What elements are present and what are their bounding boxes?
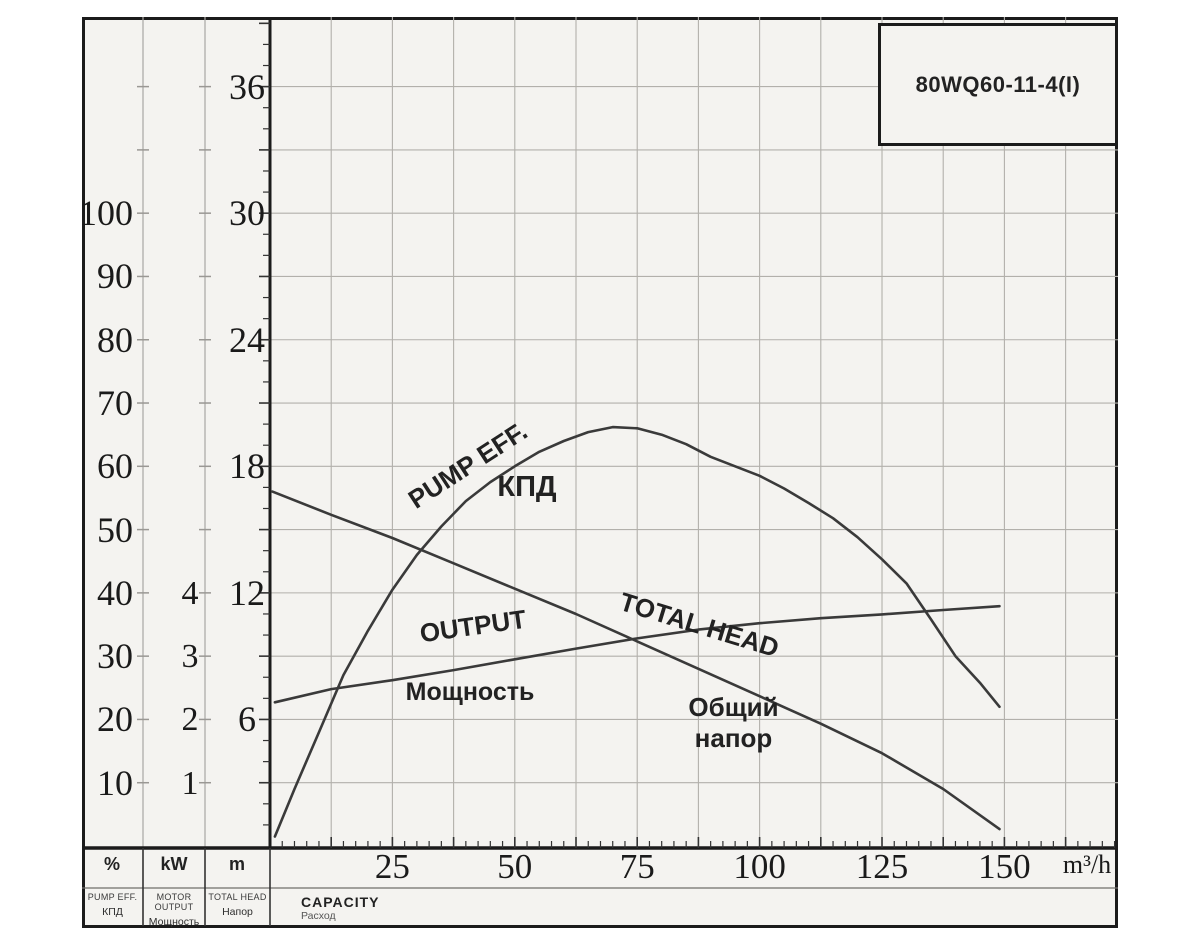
x-tick-label: 150 <box>978 847 1031 886</box>
x-axis-unit-label: m³/h <box>1062 850 1112 879</box>
y-tick-label-percent: 70 <box>97 383 133 424</box>
y-tick-label-kw: 1 <box>181 764 199 802</box>
y-tick-label-kw: 2 <box>181 701 199 739</box>
legend-cell-head: TOTAL HEAD Напор <box>207 892 268 918</box>
y-tick-label-m: 36 <box>229 66 265 107</box>
unit-label-m: m <box>228 854 245 874</box>
legend-power-ru: Мощность <box>148 916 200 928</box>
y-tick-label-m: 18 <box>229 446 265 487</box>
obshchiy-napor-curve-label: Общий напор <box>688 692 779 753</box>
y-tick-label-m: 30 <box>229 193 265 234</box>
kpd-curve-label: КПД <box>497 471 557 503</box>
y-tick-label-m: 6 <box>238 699 256 740</box>
y-tick-label-percent: 40 <box>97 572 133 613</box>
legend-cell-efficiency: PUMP EFF. КПД <box>84 892 141 918</box>
y-tick-label-percent: 90 <box>97 256 133 297</box>
y-tick-label-percent: 80 <box>97 319 133 360</box>
y-tick-label-percent: 30 <box>97 636 133 677</box>
y-tick-label-percent: 60 <box>97 446 133 487</box>
x-tick-label: 75 <box>619 847 655 886</box>
capacity-label-ru: Расход <box>301 910 336 922</box>
legend-efficiency-en: PUMP EFF. <box>87 892 138 902</box>
x-tick-label: 25 <box>374 847 410 886</box>
capacity-label: CAPACITY <box>301 894 380 910</box>
x-tick-label: 50 <box>497 847 533 886</box>
unit-label-kw: kW <box>160 854 188 874</box>
y-tick-label-percent: 10 <box>97 762 133 803</box>
pump-model-label: 80WQ60-11-4(I) <box>915 71 1081 97</box>
y-tick-label-percent: 20 <box>97 699 133 740</box>
y-tick-label-percent: 50 <box>97 509 133 550</box>
y-tick-label-percent: 100 <box>79 193 133 234</box>
legend-cell-power: MOTOR OUTPUT Мощность <box>145 892 203 928</box>
legend-head-ru: Напор <box>222 906 253 918</box>
legend-efficiency-ru: КПД <box>102 906 123 918</box>
x-tick-label: 125 <box>855 847 909 886</box>
y-tick-label-m: 24 <box>229 319 265 360</box>
moshchnost-curve-label: Мощность <box>405 678 535 706</box>
legend-head-en: TOTAL HEAD <box>208 892 267 902</box>
model-number-box: 80WQ60-11-4(I) <box>878 23 1118 146</box>
x-tick-label: 100 <box>733 847 786 886</box>
unit-label-percent: % <box>103 854 120 874</box>
y-tick-label-kw: 3 <box>181 638 199 676</box>
y-tick-label-kw: 4 <box>181 574 199 612</box>
y-tick-label-m: 12 <box>229 572 265 613</box>
legend-power-en: MOTOR OUTPUT <box>154 892 194 912</box>
